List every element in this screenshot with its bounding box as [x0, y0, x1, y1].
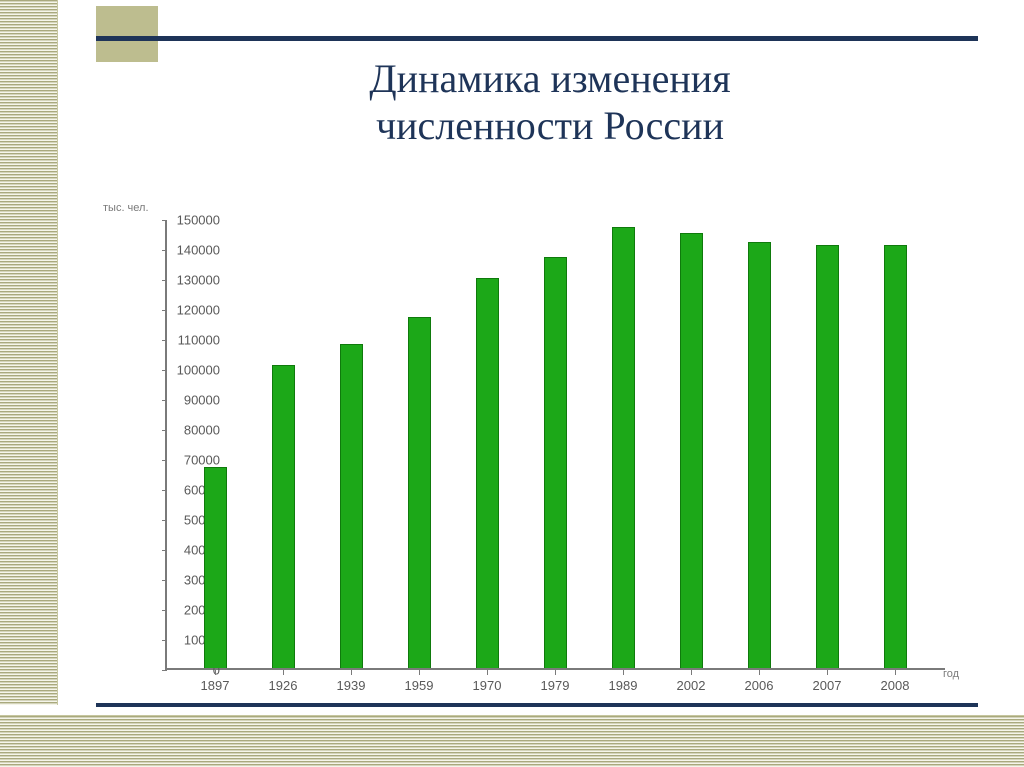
x-tick-label: 1979	[541, 678, 570, 693]
bottom-rule	[96, 703, 978, 707]
x-tick-label: 1959	[405, 678, 434, 693]
x-tick-label: 2006	[745, 678, 774, 693]
population-chart: тыс. чел. 010000200003000040000500006000…	[105, 200, 980, 700]
left-stripe-decor	[0, 0, 58, 705]
y-axis-unit-label: тыс. чел.	[103, 202, 149, 214]
x-tick-label: 2007	[813, 678, 842, 693]
bar	[204, 467, 227, 668]
bar	[816, 245, 839, 668]
y-tick-label: 120000	[160, 303, 220, 318]
x-tick-mark	[419, 670, 420, 675]
plot-area: 0100002000030000400005000060000700008000…	[165, 220, 945, 670]
x-tick-label: 1970	[473, 678, 502, 693]
y-tick-label: 150000	[160, 213, 220, 228]
slide-title: Динамика изменения численности России	[120, 55, 980, 149]
y-tick-label: 140000	[160, 243, 220, 258]
y-tick-label: 90000	[160, 393, 220, 408]
y-tick-label: 110000	[160, 333, 220, 348]
bar	[748, 242, 771, 668]
x-tick-label: 1926	[269, 678, 298, 693]
x-tick-mark	[351, 670, 352, 675]
x-axis-unit-label: год	[943, 668, 959, 680]
y-tick-label: 70000	[160, 453, 220, 468]
x-tick-mark	[895, 670, 896, 675]
x-tick-mark	[691, 670, 692, 675]
bar	[544, 257, 567, 668]
bar	[680, 233, 703, 668]
header-rule	[96, 36, 978, 41]
slide: Динамика изменения численности России ты…	[0, 0, 1024, 767]
bottom-stripe-decor	[0, 715, 1024, 767]
x-tick-label: 1897	[201, 678, 230, 693]
x-tick-label: 1989	[609, 678, 638, 693]
y-tick-label: 80000	[160, 423, 220, 438]
bar	[408, 317, 431, 668]
x-tick-mark	[283, 670, 284, 675]
y-tick-label: 130000	[160, 273, 220, 288]
bar	[612, 227, 635, 668]
x-tick-mark	[487, 670, 488, 675]
bar	[884, 245, 907, 668]
bar	[476, 278, 499, 668]
x-tick-mark	[215, 670, 216, 675]
bar	[340, 344, 363, 668]
y-tick-label: 100000	[160, 363, 220, 378]
accent-block	[96, 6, 158, 62]
x-tick-mark	[759, 670, 760, 675]
x-tick-label: 1939	[337, 678, 366, 693]
x-tick-label: 2008	[881, 678, 910, 693]
x-tick-mark	[827, 670, 828, 675]
x-tick-mark	[555, 670, 556, 675]
bar	[272, 365, 295, 668]
x-tick-label: 2002	[677, 678, 706, 693]
x-tick-mark	[623, 670, 624, 675]
